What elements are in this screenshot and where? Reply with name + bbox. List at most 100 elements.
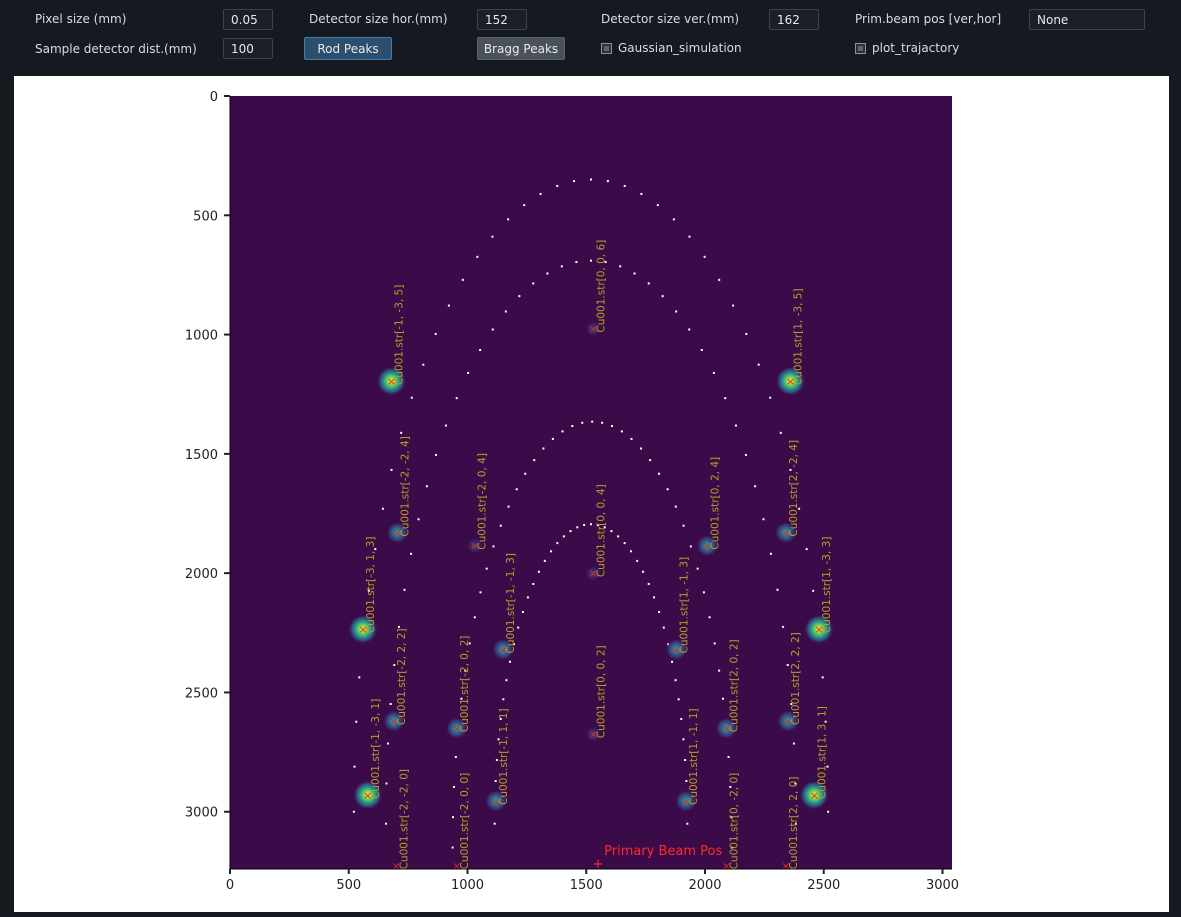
trajectory-point <box>460 697 463 700</box>
axes-layer: 0 500 1000 1500 2000 2500 3000 0 500 1000 1500 2000… <box>185 90 959 893</box>
x-tick-label: 0 <box>226 878 234 893</box>
detector-ver-input[interactable] <box>769 9 819 30</box>
gaussian-simulation-checkbox[interactable]: Gaussian_simulation <box>601 41 742 55</box>
trajectory-point <box>504 310 507 313</box>
peak-label: Cu001.str[-2, 0, 0] <box>459 773 471 870</box>
peak-label: Cu001.str[0, -2, 0] <box>728 773 740 870</box>
trajectory-point <box>556 184 559 187</box>
peak-layer: ×Cu001.str[0, 0, 6]×Cu001.str[-1, -3, 5]… <box>348 240 834 872</box>
trajectory-point <box>757 363 760 366</box>
pixel-size-input[interactable] <box>223 9 273 30</box>
peak-spot <box>445 717 468 740</box>
peak-spot <box>584 319 603 338</box>
trajectory-point <box>434 332 437 335</box>
trajectory-point <box>786 664 789 667</box>
trajectory-point <box>603 526 606 529</box>
trajectory-point <box>754 485 757 488</box>
trajectory-point <box>827 810 830 813</box>
trajectory-point <box>721 697 724 700</box>
trajectory-point <box>805 548 808 551</box>
peak-spot <box>348 614 378 645</box>
trajectory-point <box>526 596 529 599</box>
peak-spot <box>584 564 603 583</box>
trajectory-point <box>468 642 471 645</box>
detector-hor-input[interactable] <box>477 9 527 30</box>
trajectory-point <box>718 669 721 672</box>
peak-label: Cu001.str[1, -1, 3] <box>679 557 691 654</box>
trajectory-point <box>505 679 508 682</box>
trajectory-point <box>724 397 727 400</box>
trajectory-point <box>561 430 564 433</box>
detector-ver-label: Detector size ver.(mm) <box>601 12 740 26</box>
rod-peaks-button[interactable]: Rod Peaks <box>304 37 392 60</box>
peak-label: Cu001.str[1, -1, 1] <box>688 708 700 805</box>
trajectory-point <box>730 846 733 849</box>
peak-marker: × <box>722 859 731 872</box>
peak-spot <box>492 638 515 661</box>
trajectory-point <box>769 396 772 399</box>
trajectory-point <box>703 255 706 258</box>
trajectory-point <box>551 437 554 440</box>
trajectory-point <box>533 459 536 462</box>
trajectory-point <box>374 548 377 551</box>
peak-marker: × <box>781 527 790 540</box>
trajectory-point <box>674 679 677 682</box>
peak-spot <box>382 710 405 733</box>
trajectory-point <box>352 810 355 813</box>
sample-dist-input[interactable] <box>223 38 273 59</box>
peak-label: Cu001.str[-2, -2, 4] <box>399 436 411 536</box>
peak-label: Cu001.str[2, 2, 2] <box>790 632 802 725</box>
peak-marker: × <box>387 375 396 388</box>
peak-marker: × <box>814 623 823 636</box>
trajectory-point <box>532 282 535 285</box>
trajectory-point <box>798 507 801 510</box>
peak-spot <box>775 366 806 397</box>
peak-marker: × <box>681 795 690 808</box>
trajectory-point <box>734 424 737 427</box>
trajectory-point <box>546 272 549 275</box>
trajectory-point <box>455 397 458 400</box>
peak-spot <box>485 790 507 813</box>
detector-background <box>230 96 952 869</box>
peak-label: Cu001.str[-2, 2, 2] <box>396 628 408 725</box>
prim-beam-label: Prim.beam pos [ver,hor] <box>855 12 1002 26</box>
trajectory-point <box>647 282 650 285</box>
trajectory-point <box>562 535 565 538</box>
trajectory-point <box>762 518 765 521</box>
trajectory-point <box>821 676 824 679</box>
trajectory-point <box>453 785 456 788</box>
primary-beam-label: Primary Beam Pos <box>604 844 722 859</box>
trajectory-point <box>630 437 633 440</box>
peak-label: Cu001.str[2, 0, 2] <box>728 639 740 732</box>
trajectory-point <box>495 759 498 762</box>
checkbox-box-icon[interactable] <box>855 42 866 54</box>
trajectory-point <box>400 431 403 434</box>
trajectory-point <box>640 192 643 195</box>
trajectory-point <box>590 259 592 262</box>
trajectory-point <box>447 304 450 307</box>
prim-beam-input[interactable] <box>1029 9 1145 30</box>
trajectory-point <box>674 505 677 508</box>
y-tick-label: 500 <box>193 209 218 224</box>
trajectory-point <box>384 822 387 825</box>
bragg-peaks-button[interactable]: Bragg Peaks <box>477 37 565 60</box>
trajectory-point <box>696 567 699 570</box>
plot-trajectory-checkbox[interactable]: plot_trajactory <box>855 41 959 55</box>
peak-spot <box>804 614 834 645</box>
trajectory-point <box>355 720 358 723</box>
trajectory-point <box>493 822 496 825</box>
trajectory-point <box>708 616 711 619</box>
trajectory-point <box>653 596 656 599</box>
trajectory-point <box>451 816 454 819</box>
trajectory-point <box>686 822 689 825</box>
trajectory-point <box>611 424 614 427</box>
trajectory-point <box>662 626 665 629</box>
trajectory-point <box>824 720 827 723</box>
trajectory-point <box>381 507 384 510</box>
plot-canvas[interactable]: × Cu001.str[0, 0, 6] × Cu001.str[-1, -3, 5]… <box>14 76 1169 912</box>
trajectory-point <box>543 559 546 562</box>
checkbox-box-icon[interactable] <box>601 42 612 54</box>
peak-marker: × <box>589 567 598 580</box>
trajectory-point <box>556 542 559 545</box>
trajectory-point <box>403 588 406 591</box>
